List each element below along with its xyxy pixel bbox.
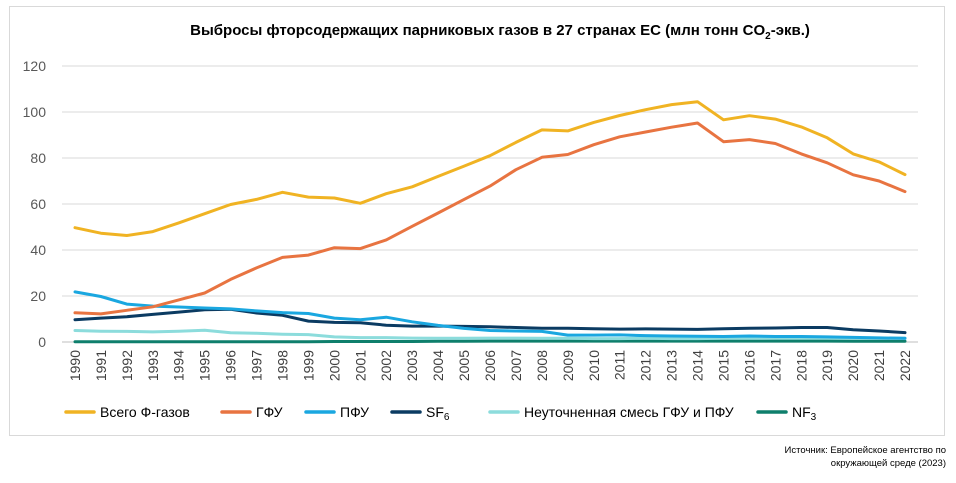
- y-tick-label: 120: [23, 58, 47, 74]
- x-tick-label: 2014: [690, 350, 706, 381]
- source-line-1: Источник: Европейское агентство по: [784, 445, 946, 456]
- x-tick-label: 1998: [274, 350, 290, 381]
- series-line-0: [73, 100, 907, 237]
- x-tick-label: 1993: [145, 350, 161, 381]
- x-tick-label: 1996: [223, 350, 239, 381]
- legend-label: ГФУ: [256, 404, 283, 420]
- x-tick-label: 1997: [249, 350, 265, 381]
- x-tick-labels: 1990 1991 1992 1993 1994 1995 1996 1997 1998 1999…: [67, 350, 913, 381]
- series-line-5: [73, 339, 907, 344]
- x-tick-label: 1994: [171, 350, 187, 381]
- x-tick-label: 2018: [793, 350, 809, 381]
- x-tick-label: 2005: [456, 350, 472, 381]
- x-tick-label: 1990: [67, 350, 83, 381]
- x-tick-label: 1991: [93, 350, 109, 381]
- x-tick-label: 2010: [586, 350, 602, 381]
- x-tick-label: 2009: [560, 350, 576, 381]
- x-tick-label: 2001: [352, 350, 368, 381]
- legend-label: NF3: [792, 404, 817, 423]
- x-tick-label: 2020: [845, 350, 861, 381]
- x-tick-label: 2016: [741, 350, 757, 381]
- x-tick-label: 2002: [378, 350, 394, 381]
- x-tick-label: 2022: [897, 350, 913, 381]
- grid-layer: [62, 65, 918, 343]
- series-line-4: [73, 328, 907, 341]
- x-tick-label: 2019: [819, 350, 835, 381]
- x-tick-label: 2006: [482, 350, 498, 381]
- x-tick-label: 2011: [612, 350, 628, 380]
- series-line-2: [73, 290, 907, 340]
- x-tick-label: 2000: [326, 350, 342, 381]
- legend-label: Всего Ф-газов: [100, 404, 190, 420]
- legend-label: Неуточненная смесь ГФУ и ПФУ: [524, 404, 734, 420]
- y-tick-label: 80: [30, 150, 46, 166]
- x-tick-label: 2015: [715, 350, 731, 381]
- y-tick-label: 40: [30, 242, 46, 258]
- y-tick-label: 60: [30, 196, 46, 212]
- y-tick-label: 0: [38, 334, 46, 350]
- emissions-line-chart: 0 20 40 60 80 100 120 1990 1991 1992 1993 1994 1995…: [23, 58, 918, 423]
- y-tick-labels: 0 20 40 60 80 100 120: [23, 58, 47, 350]
- series-line-1: [73, 121, 907, 316]
- x-tick-label: 1992: [119, 350, 135, 381]
- chart-title: Выбросы фторсодержащих парниковых газов …: [190, 22, 810, 42]
- source-line-2: окружающей среде (2023): [830, 458, 946, 469]
- x-tick-label: 2004: [430, 350, 446, 381]
- x-tick-label: 1999: [300, 350, 316, 381]
- source-note: Источник: Европейское агентство по окруж…: [646, 444, 946, 470]
- x-tick-label: 2008: [534, 350, 550, 381]
- y-tick-label: 20: [30, 288, 46, 304]
- series-layer: [73, 100, 907, 344]
- legend-label: SF6: [426, 404, 450, 423]
- y-tick-label: 100: [23, 104, 47, 120]
- x-tick-label: 2017: [767, 350, 783, 381]
- chart-frame: [9, 6, 945, 436]
- x-tick-label: 2012: [638, 350, 654, 381]
- legend: Всего Ф-газов ГФУ ПФУ SF6 Неуточненная смесь…: [64, 404, 817, 423]
- x-tick-label: 2007: [508, 350, 524, 381]
- x-tick-label: 2003: [404, 350, 420, 381]
- x-tick-label: 1995: [197, 350, 213, 381]
- x-tick-label: 2021: [871, 350, 887, 381]
- x-tick-label: 2013: [664, 350, 680, 381]
- legend-label: ПФУ: [340, 404, 369, 420]
